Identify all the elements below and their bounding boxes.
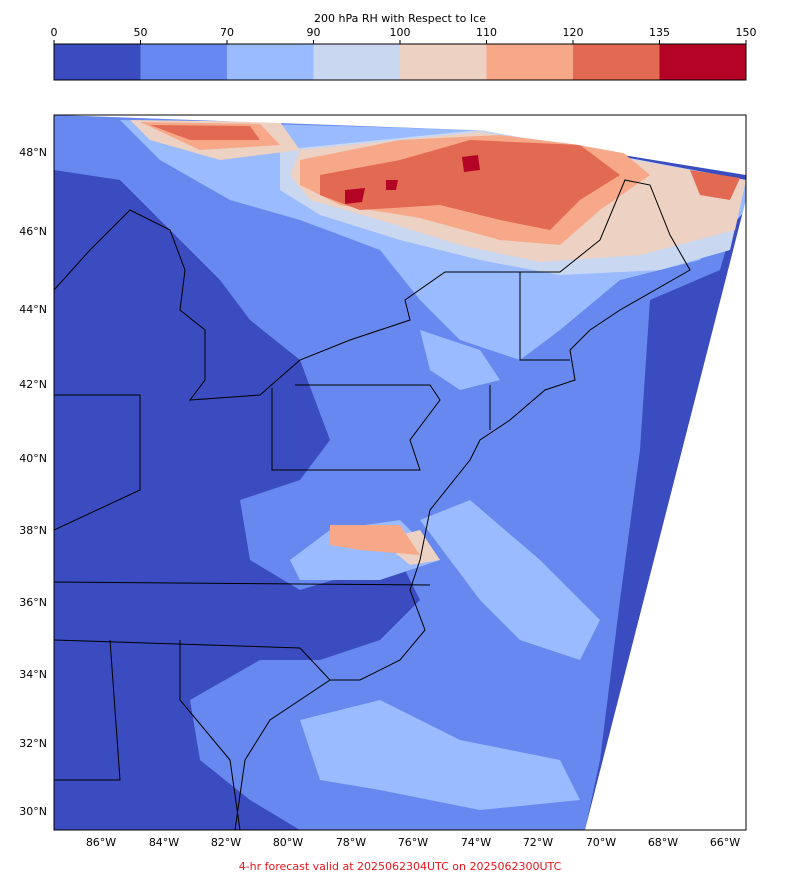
colorbar-segment [659,44,747,80]
lon-label: 74°W [461,836,491,849]
colorbar-segment [140,44,228,80]
colorbar-tick-label: 90 [307,26,321,39]
lon-label: 82°W [211,836,241,849]
lat-label: 32°N [19,737,47,750]
colorbar-segment [227,44,314,80]
colorbar-tick-label: 0 [51,26,58,39]
lon-label: 86°W [86,836,116,849]
lat-label: 48°N [19,146,47,159]
latitude-labels: 48°N 46°N 44°N 42°N 40°N 38°N 36°N 34°N … [19,146,47,818]
field-135 [345,155,480,204]
lon-label: 78°W [336,836,366,849]
lon-label: 66°W [710,836,740,849]
lat-label: 42°N [19,378,47,391]
colorbar-tick-label: 100 [390,26,411,39]
colorbar-segment [573,44,660,80]
map [53,114,747,831]
field-100 [130,120,746,565]
colorbar-segment [313,44,401,80]
longitude-labels: 86°W 84°W 82°W 80°W 78°W 76°W 74°W 72°W … [86,836,740,849]
field-110 [140,122,650,555]
lon-label: 72°W [523,836,553,849]
colorbar-segment [54,44,141,80]
coastlines [54,179,691,830]
lat-label: 36°N [19,596,47,609]
colorbar: 0 50 70 90 100 110 120 135 150 [51,26,757,81]
colorbar-segment [400,44,487,80]
lat-label: 44°N [19,303,47,316]
lon-label: 80°W [273,836,303,849]
colorbar-tick-label: 150 [736,26,757,39]
lon-label: 76°W [398,836,428,849]
outside-domain [54,115,746,830]
colorbar-tick-label: 135 [649,26,670,39]
lat-label: 40°N [19,452,47,465]
lon-label: 68°W [648,836,678,849]
lat-label: 38°N [19,524,47,537]
colorbar-tick-label: 70 [220,26,234,39]
field-120 [150,125,740,230]
map-frame [53,114,747,831]
lat-label: 46°N [19,225,47,238]
colorbar-segment [486,44,574,80]
colorbar-tick-label: 120 [563,26,584,39]
colorbar-title: 200 hPa RH with Respect to Ice [314,12,486,25]
lon-label: 84°W [149,836,179,849]
field-70 [120,120,746,810]
footer: 4-hr forecast valid at 2025062304UTC on … [239,860,562,873]
lon-label: 70°W [586,836,616,849]
lat-label: 30°N [19,805,47,818]
colorbar-tick-label: 110 [476,26,497,39]
lat-label: 34°N [19,668,47,681]
colorbar-tick-label: 50 [134,26,148,39]
